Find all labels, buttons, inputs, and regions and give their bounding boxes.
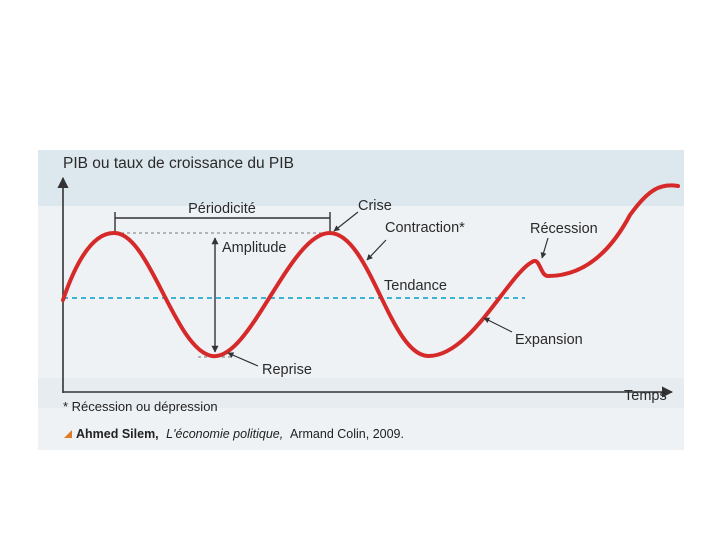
reprise-label: Reprise bbox=[262, 362, 312, 378]
tendance-label: Tendance bbox=[384, 278, 447, 294]
recession-label: Récession bbox=[530, 221, 598, 237]
contraction-label: Contraction* bbox=[385, 220, 465, 236]
footnote: * Récession ou dépression bbox=[63, 399, 218, 414]
y-axis-label: PIB ou taux de croissance du PIB bbox=[63, 155, 294, 172]
source-marker-icon bbox=[64, 430, 72, 438]
expansion-label: Expansion bbox=[515, 332, 583, 348]
recession-leader bbox=[540, 237, 549, 259]
economic-cycle-figure bbox=[38, 150, 684, 450]
expansion-leader bbox=[483, 317, 513, 333]
cycle-curve bbox=[61, 183, 680, 359]
scan-background-band-lower bbox=[38, 378, 684, 408]
source-work: L'économie politique, bbox=[166, 427, 283, 441]
reprise-leader bbox=[227, 352, 259, 367]
periodicite-label: Périodicité bbox=[188, 201, 256, 217]
source-author: Ahmed Silem, bbox=[76, 427, 159, 441]
amplitude-label: Amplitude bbox=[222, 240, 286, 256]
source-publisher: Armand Colin, 2009. bbox=[290, 427, 404, 441]
crise-leader bbox=[333, 211, 359, 232]
contraction-leader bbox=[366, 239, 387, 261]
source-line: Ahmed Silem, L'économie politique, Arman… bbox=[76, 427, 404, 441]
crise-label: Crise bbox=[358, 198, 392, 214]
x-axis-label: Temps bbox=[624, 388, 667, 404]
scan-background-band bbox=[38, 150, 684, 206]
